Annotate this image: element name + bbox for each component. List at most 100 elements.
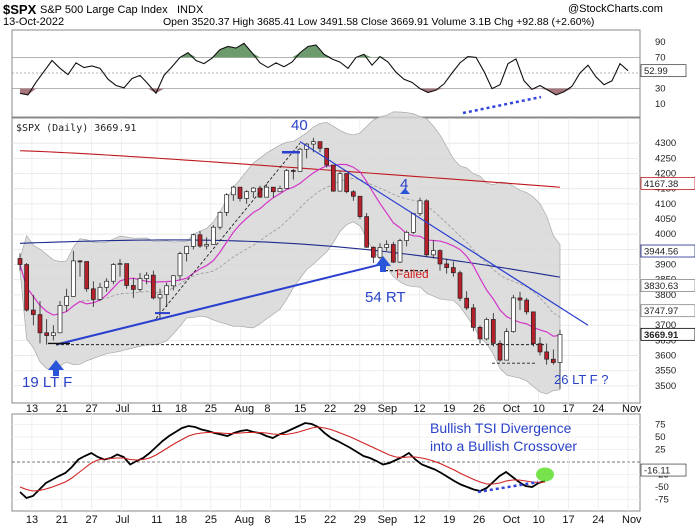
x-tick-label: 12	[413, 403, 425, 415]
candle-body	[270, 186, 276, 193]
candle-body	[497, 343, 503, 361]
y-tick-label: 30	[655, 84, 666, 95]
candle-body	[210, 226, 216, 245]
candle-body	[284, 170, 290, 189]
candle-body	[84, 261, 90, 290]
x-tick-label: Oct	[503, 403, 520, 415]
x-tick-label: 19	[443, 403, 455, 415]
x-tick-label: 25	[205, 403, 217, 415]
candle-body	[397, 240, 403, 263]
candle-body	[510, 297, 516, 332]
candle-body	[184, 245, 190, 254]
candle-body	[257, 187, 263, 198]
bollinger-band	[19, 111, 561, 395]
candle-body	[477, 326, 483, 340]
candle-body	[364, 216, 370, 248]
x-tick-label: Sep	[378, 514, 398, 526]
candle-body	[290, 170, 296, 172]
candle-body	[204, 244, 210, 247]
x-tick-label: 8	[264, 514, 270, 526]
x-tick-label: 10	[533, 514, 545, 526]
annotation-4: 4	[400, 176, 408, 193]
candle-body	[177, 253, 183, 277]
x-tick-label: 26	[473, 514, 485, 526]
x-tick-label: 22	[324, 403, 336, 415]
candle-body	[217, 211, 223, 228]
lower-panel-frame	[11, 413, 641, 512]
x-tick-label: Oct	[503, 514, 520, 526]
last-value-label: -16.11	[644, 466, 670, 477]
candle-body	[524, 299, 530, 313]
x-tick-label: 8	[264, 403, 270, 415]
candle-body	[404, 232, 410, 241]
y-tick-label: 3650	[655, 335, 676, 346]
candle-body	[350, 191, 356, 197]
candle-body	[457, 272, 463, 299]
y-tick-label: 25	[655, 445, 666, 456]
ma-20-line	[19, 163, 561, 337]
x-tick-label: Jul	[115, 403, 129, 415]
last-value-box	[640, 463, 687, 477]
symbol-label: $SPX	[3, 2, 37, 17]
candle-body	[484, 319, 490, 340]
price-tag-label: 3830.63	[644, 281, 678, 292]
x-tick-label: Aug	[235, 403, 255, 415]
y-tick-label: 4250	[655, 153, 676, 164]
price-tag-label: 3747.97	[644, 306, 678, 317]
candle-body	[557, 333, 563, 363]
last-value-label: 52.99	[644, 66, 668, 77]
ohlc-readout: Open 3520.37 High 3685.41 Low 3491.58 Cl…	[163, 16, 594, 28]
x-tick-label: 17	[562, 514, 574, 526]
candle-body	[17, 258, 23, 265]
x-tick-label: Nov	[622, 514, 642, 526]
candle-body	[150, 274, 156, 299]
y-tick-label: 4200	[655, 169, 676, 180]
candle-body	[464, 297, 470, 309]
y-tick-label: 3900	[655, 260, 676, 271]
y-tick-label: 75	[655, 420, 666, 431]
x-tick-label: 18	[175, 514, 187, 526]
x-tick-label: 21	[56, 403, 68, 415]
annotation-failed: Failed	[396, 267, 429, 281]
x-tick-label: Nov	[622, 403, 642, 415]
arrow-markers	[48, 188, 410, 376]
x-tick-label: 27	[86, 514, 98, 526]
annotation-tsi-1: Bullish TSI Divergence	[430, 420, 572, 436]
up-arrow-icon	[400, 188, 410, 194]
y-tick-label: 3500	[655, 381, 676, 392]
candle-body	[337, 173, 343, 192]
candle-body	[57, 305, 63, 334]
y-tick-label: 3700	[655, 320, 676, 331]
y-tick-label: 3550	[655, 366, 676, 377]
candle-body	[244, 191, 250, 199]
last-value-box	[640, 64, 687, 78]
candle-body	[117, 263, 123, 265]
y-tick-label: 4000	[655, 229, 676, 240]
x-tick-label: 24	[592, 403, 604, 415]
y-tick-label: 10	[655, 99, 666, 110]
candle-body	[310, 141, 316, 145]
candle-body	[530, 311, 536, 345]
y-tick-label: 3800	[655, 290, 676, 301]
x-tick-label: 24	[592, 514, 604, 526]
candle-body	[390, 244, 396, 263]
exchange-label: INDX	[177, 4, 204, 16]
candle-body	[444, 263, 450, 268]
candle-body	[370, 246, 376, 258]
x-tick-label: 21	[56, 514, 68, 526]
y-tick-label: 70	[655, 52, 666, 63]
y-tick-label: 4100	[655, 199, 676, 210]
signal-line	[19, 426, 546, 492]
candle-body	[297, 148, 303, 172]
price-panel: 3500355036003650370037503800385039003950…	[12, 111, 695, 415]
candle-body	[237, 186, 243, 199]
band-middle-line	[19, 177, 561, 318]
up-arrow-icon	[375, 256, 391, 272]
candle-body	[330, 164, 336, 192]
x-tick-label: 13	[26, 403, 38, 415]
candle-body	[410, 213, 416, 233]
x-tick-label: 29	[354, 403, 366, 415]
candle-body	[377, 247, 383, 258]
upper-panel-frame	[11, 29, 641, 118]
